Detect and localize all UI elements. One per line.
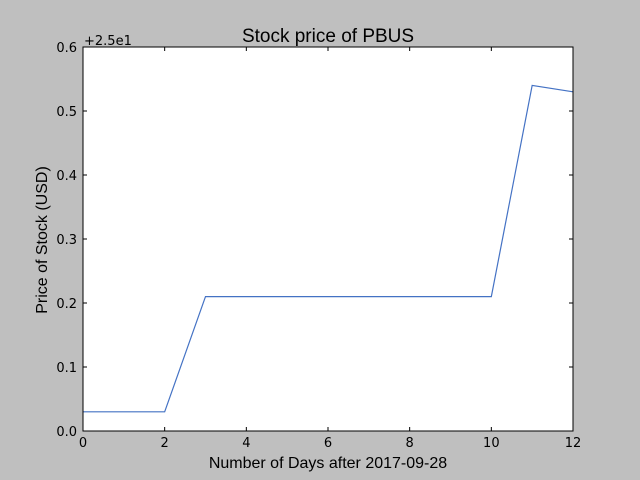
plot-area bbox=[83, 47, 573, 431]
x-tick-label: 8 bbox=[406, 436, 414, 451]
x-tick-label: 6 bbox=[324, 436, 332, 451]
chart-title: Stock price of PBUS bbox=[242, 26, 414, 47]
y-tick-label: 0.2 bbox=[56, 297, 77, 312]
y-tick-label: 0.6 bbox=[56, 41, 77, 56]
y-tick-label: 0.5 bbox=[56, 105, 77, 120]
x-tick-label: 4 bbox=[242, 436, 250, 451]
x-tick-label: 10 bbox=[483, 436, 500, 451]
x-axis-label: Number of Days after 2017-09-28 bbox=[209, 455, 447, 472]
plot-frame bbox=[82, 46, 574, 432]
price-line bbox=[83, 84, 574, 413]
y-tick-label: 0.1 bbox=[56, 361, 77, 376]
y-tick-label: 0.0 bbox=[56, 425, 77, 440]
y-tick-label: 0.3 bbox=[56, 233, 77, 248]
y-axis-label: Price of Stock (USD) bbox=[34, 166, 51, 314]
y-tick-labels: 0.0 0.1 0.2 0.3 0.4 0.5 0.6 bbox=[56, 41, 77, 440]
x-tick-label: 0 bbox=[79, 436, 87, 451]
series-group bbox=[83, 84, 574, 413]
x-tick-label: 12 bbox=[565, 436, 582, 451]
y-axis-offset-label: +2.5e1 bbox=[84, 34, 132, 49]
y-tick-label: 0.4 bbox=[56, 169, 77, 184]
x-tick-labels: 0 2 4 6 8 10 12 bbox=[79, 436, 581, 451]
x-tick-label: 2 bbox=[161, 436, 169, 451]
